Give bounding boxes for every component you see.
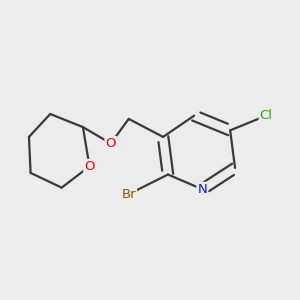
Text: Br: Br xyxy=(122,188,136,201)
Text: N: N xyxy=(197,183,207,196)
Text: O: O xyxy=(106,137,116,150)
Text: Cl: Cl xyxy=(260,109,273,122)
Text: O: O xyxy=(84,160,95,173)
